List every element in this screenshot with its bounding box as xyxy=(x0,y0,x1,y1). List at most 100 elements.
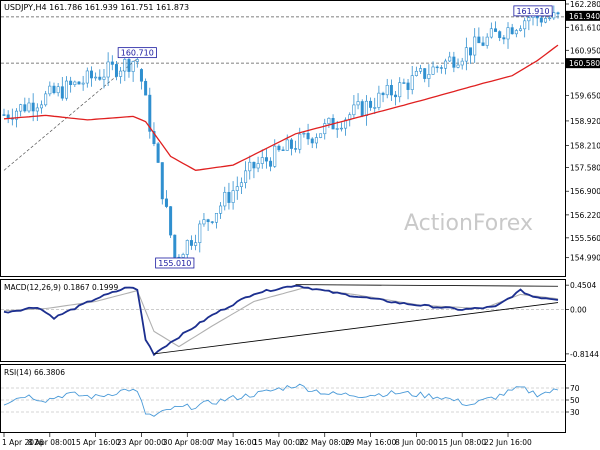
candle-body xyxy=(506,27,510,40)
candle-body xyxy=(52,85,56,94)
xtick-label-9: 8 Jun 00:00 xyxy=(395,438,438,447)
candle-body xyxy=(252,161,256,169)
candle-body xyxy=(402,82,406,84)
candle-body xyxy=(98,76,102,80)
candle-body xyxy=(185,240,189,255)
price-panel-frame xyxy=(0,0,566,277)
price-ytick-label-6: 158.210 xyxy=(570,142,600,151)
candle-body xyxy=(310,138,314,144)
candle-body xyxy=(189,240,193,246)
candle-body xyxy=(194,242,198,246)
candle-body xyxy=(144,80,148,96)
candle-body xyxy=(248,161,252,172)
candle-body xyxy=(239,182,243,187)
candle-body xyxy=(556,12,560,15)
candle-body xyxy=(323,123,327,135)
candle-body xyxy=(73,81,77,85)
candle-body xyxy=(131,61,135,72)
candle-body xyxy=(527,17,531,22)
candle-body xyxy=(510,27,514,35)
candle-body xyxy=(360,101,364,116)
candle-body xyxy=(44,93,48,106)
xtick-label-4: 30 Apr 08:00 xyxy=(163,438,212,447)
candle-body xyxy=(352,104,356,116)
candle-body xyxy=(48,85,52,95)
price-ytick-label-10: 155.560 xyxy=(570,234,600,243)
candle-body xyxy=(494,28,498,32)
xtick-label-3: 23 Apr 00:00 xyxy=(117,438,166,447)
macd-ytick-label-2: -0.8144 xyxy=(570,350,599,359)
candle-body xyxy=(394,94,398,98)
annotation-label-0: 160.710 xyxy=(121,49,154,58)
price-layer: 160.710 155.010 161.910 xyxy=(1,5,565,269)
price-tag-bg-0 xyxy=(566,10,600,21)
rsi-ytick-label-2: 30 xyxy=(570,408,580,417)
candle-body xyxy=(231,190,235,203)
xtick-label-1: 8 Apr 08:00 xyxy=(28,438,72,447)
candle-body xyxy=(269,160,273,167)
candle-body xyxy=(306,132,310,140)
candle-body xyxy=(356,101,360,106)
price-ytick-label-11: 154.990 xyxy=(570,254,600,263)
candle-body xyxy=(94,76,98,79)
candle-body xyxy=(156,143,160,163)
rsi-ytick-label-0: 70 xyxy=(570,384,580,393)
candle-body xyxy=(77,81,81,85)
candle-body xyxy=(60,86,64,99)
candle-body xyxy=(206,219,210,223)
candle-body xyxy=(373,107,377,109)
candle-body xyxy=(127,59,131,72)
price-tag-bg-1 xyxy=(566,58,600,69)
candle-body xyxy=(19,104,23,112)
candle-body xyxy=(56,86,60,94)
price-ytick-label-9: 156.220 xyxy=(570,211,600,220)
candle-body xyxy=(2,114,6,116)
candle-body xyxy=(423,68,427,79)
candle-body xyxy=(335,128,339,130)
candle-body xyxy=(214,213,218,223)
macd-panel-title: MACD(12,26,9) 0.1867 0.1999 xyxy=(4,283,118,292)
candle-body xyxy=(381,92,385,96)
rsi-layer xyxy=(1,383,565,417)
xtick-label-7: 22 May 08:00 xyxy=(299,438,351,447)
candle-body xyxy=(523,20,527,30)
rsi-line xyxy=(3,383,559,417)
candle-body xyxy=(548,17,552,20)
price-ytick-label-1: 161.610 xyxy=(570,23,600,32)
candle-body xyxy=(339,127,343,130)
candle-body xyxy=(244,170,248,184)
candle-body xyxy=(181,254,185,258)
price-panel-title: USDJPY,H4 161.786 161.939 161.751 161.87… xyxy=(4,3,189,12)
candle-body xyxy=(419,68,423,72)
candle-body xyxy=(256,163,260,169)
candle-body xyxy=(14,110,18,120)
candle-body xyxy=(110,61,114,65)
annotation-box-1 xyxy=(155,257,195,269)
candle-body xyxy=(148,94,152,132)
xtick-label-8: 29 May 16:00 xyxy=(345,438,397,447)
macd-signal-line xyxy=(3,287,559,348)
candle-body xyxy=(435,66,439,69)
candle-body xyxy=(260,157,264,164)
candle-body xyxy=(173,234,177,258)
price-ytick-label-8: 156.900 xyxy=(570,187,600,196)
candle-body xyxy=(377,92,381,108)
price-tag-label-0: 161.940 xyxy=(569,12,600,21)
candle-body xyxy=(552,12,556,19)
candle-body xyxy=(35,107,39,112)
candle-body xyxy=(314,137,318,144)
candle-body xyxy=(135,59,139,62)
candle-body xyxy=(327,117,331,124)
candle-body xyxy=(539,17,543,23)
candle-body xyxy=(485,36,489,46)
candle-body xyxy=(198,223,202,243)
candle-body xyxy=(102,76,106,80)
candle-body xyxy=(398,82,402,98)
candle-body xyxy=(223,191,227,207)
candle-body xyxy=(69,80,73,85)
candle-body xyxy=(319,133,323,138)
candle-body xyxy=(123,59,127,72)
candle-body xyxy=(23,104,27,112)
candle-body xyxy=(364,100,368,116)
